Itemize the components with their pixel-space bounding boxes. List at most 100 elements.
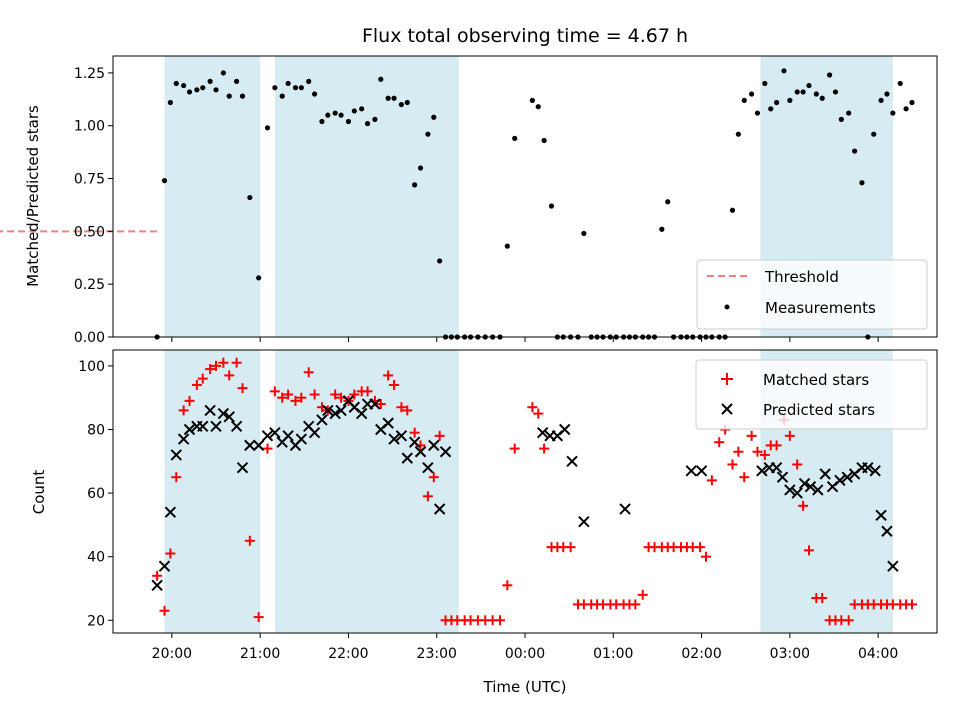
x-tick-label: 04:00 bbox=[858, 646, 898, 662]
y-tick-label: 20 bbox=[87, 613, 105, 629]
matched-star-point bbox=[197, 373, 208, 384]
matched-star-point bbox=[706, 475, 717, 486]
y-tick-label: 0.75 bbox=[74, 172, 105, 188]
measurement-point bbox=[425, 131, 431, 137]
predicted-star-point bbox=[433, 503, 446, 515]
chart-title: Flux total observing time = 4.67 h bbox=[362, 25, 688, 47]
measurement-point bbox=[581, 230, 587, 237]
bottom-y-axis-ticks: 20 40 60 80 100 bbox=[78, 359, 113, 629]
measurement-point bbox=[311, 91, 318, 97]
predicted-star-point bbox=[210, 420, 222, 433]
measurement-point bbox=[391, 95, 397, 101]
x-tick-label: 01:00 bbox=[593, 646, 633, 662]
measurement-point bbox=[298, 85, 304, 91]
legend-predicted-swatch bbox=[721, 403, 733, 415]
predicted-star-point bbox=[282, 430, 294, 442]
matched-star-point bbox=[191, 379, 202, 390]
measurement-point bbox=[272, 85, 278, 91]
measurement-point bbox=[768, 106, 774, 112]
predicted-star-point bbox=[217, 407, 230, 420]
predicted-star-point bbox=[308, 426, 321, 439]
measurement-point bbox=[194, 87, 200, 93]
measurement-point bbox=[359, 106, 365, 112]
measurement-point bbox=[909, 99, 915, 106]
predicted-star-point bbox=[819, 468, 831, 480]
matched-star-point bbox=[231, 357, 242, 368]
measurement-point bbox=[535, 104, 541, 110]
matched-star-point bbox=[792, 459, 803, 470]
measurement-point bbox=[826, 72, 833, 78]
measurement-point bbox=[279, 93, 285, 99]
measurement-point bbox=[173, 80, 179, 87]
matched-star-point bbox=[784, 430, 795, 441]
predicted-star-point bbox=[388, 433, 400, 445]
measurement-point bbox=[372, 116, 378, 122]
predicted-star-point bbox=[619, 503, 631, 515]
predicted-star-point bbox=[316, 414, 328, 426]
matched-star-point bbox=[375, 399, 386, 410]
predicted-star-point bbox=[230, 420, 243, 433]
predicted-star-point bbox=[536, 426, 549, 439]
measurement-point bbox=[186, 89, 193, 95]
matched-star-point bbox=[746, 430, 757, 441]
predicted-star-point bbox=[770, 461, 783, 474]
matched-star-point bbox=[224, 370, 235, 381]
matched-star-point bbox=[759, 449, 770, 460]
matched-star-point bbox=[178, 405, 189, 416]
matched-star-point bbox=[244, 535, 255, 546]
predicted-star-point bbox=[395, 430, 408, 442]
bottom-legend-box bbox=[695, 359, 928, 430]
measurement-point bbox=[832, 89, 839, 95]
top-x-axis-ticks bbox=[171, 337, 879, 342]
legend-measurements-label: Measurements bbox=[765, 299, 876, 317]
predicted-star-point bbox=[408, 436, 421, 448]
matched-star-point bbox=[727, 459, 738, 470]
measurement-point bbox=[794, 89, 800, 95]
measurement-point bbox=[813, 91, 819, 97]
matched-star-point bbox=[714, 437, 725, 448]
predicted-star-point bbox=[756, 465, 768, 477]
predicted-star-point bbox=[798, 477, 811, 490]
matched-star-point bbox=[165, 548, 176, 559]
measurement-point bbox=[800, 89, 806, 95]
predicted-star-point bbox=[151, 579, 163, 592]
measurement-point bbox=[729, 207, 736, 213]
predicted-star-point bbox=[862, 461, 874, 474]
x-tick-label: 21:00 bbox=[240, 646, 280, 662]
matched-star-point bbox=[409, 427, 420, 438]
matched-star-point bbox=[630, 599, 641, 610]
measurement-point bbox=[167, 99, 173, 106]
measurement-point bbox=[846, 110, 852, 116]
x-tick-label: 00:00 bbox=[505, 646, 545, 662]
matched-star-point bbox=[205, 364, 216, 375]
measurement-point bbox=[871, 131, 877, 137]
top-legend-box bbox=[696, 259, 928, 330]
predicted-star-point bbox=[887, 560, 899, 572]
predicted-star-point bbox=[295, 433, 308, 445]
measurement-point bbox=[838, 116, 844, 122]
predicted-star-point bbox=[414, 446, 427, 458]
predicted-star-point bbox=[578, 516, 590, 528]
measurement-point bbox=[504, 243, 510, 249]
predicted-star-point bbox=[335, 404, 347, 417]
matched-star-point bbox=[211, 360, 221, 371]
measurement-point bbox=[161, 178, 168, 184]
predicted-star-point bbox=[401, 452, 413, 464]
predicted-star-point bbox=[776, 471, 789, 483]
predicted-star-point bbox=[252, 439, 265, 452]
measurement-point bbox=[226, 93, 232, 99]
measurement-point bbox=[181, 82, 187, 89]
y-tick-label: 80 bbox=[87, 422, 105, 438]
y-tick-label: 100 bbox=[78, 359, 105, 375]
measurement-point bbox=[774, 99, 780, 106]
measurement-point bbox=[787, 97, 793, 103]
measurement-point bbox=[529, 97, 535, 103]
bottom-legend: Matched stars Predicted stars bbox=[695, 359, 928, 430]
matched-star-point bbox=[402, 405, 413, 416]
matched-star-point bbox=[771, 440, 782, 451]
measurement-point bbox=[735, 131, 741, 137]
predicted-star-point bbox=[164, 506, 177, 518]
predicted-star-point bbox=[236, 461, 249, 474]
matched-star-point bbox=[383, 370, 394, 381]
predicted-star-point bbox=[329, 407, 341, 420]
